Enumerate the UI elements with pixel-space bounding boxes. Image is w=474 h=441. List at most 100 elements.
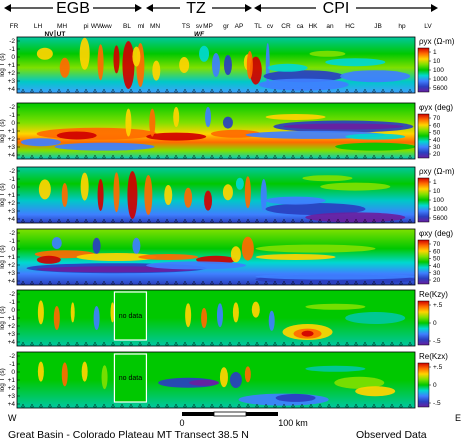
heatmap-feature (232, 302, 239, 323)
heatmap-feature (61, 362, 68, 387)
scale-bar: 0 100 km (179, 411, 308, 428)
y-tick-label: 0 (11, 369, 15, 376)
heatmap-feature (81, 361, 88, 382)
station-label: ww (101, 23, 112, 30)
tz-arrow: TZ (146, 0, 252, 17)
heatmap-feature (59, 57, 70, 78)
y-tick-label: 0 (11, 54, 15, 61)
y-tick-label: +4 (8, 278, 16, 285)
station-ticks (21, 88, 412, 93)
station-ticks (21, 218, 412, 223)
heatmap-feature (164, 185, 173, 205)
y-tick-label: -1 (9, 238, 15, 245)
heatmap-feature (305, 365, 366, 372)
y-tick-label: +2 (8, 136, 16, 143)
colorbar-tick-label: -.5 (433, 338, 441, 345)
heatmap-features (20, 107, 415, 151)
colorbar (417, 300, 430, 346)
heatmap-feature (125, 108, 132, 137)
heatmap-feature (127, 171, 138, 219)
colorbar-tick-label: 1000 (433, 206, 448, 213)
heatmap-feature (79, 37, 90, 70)
heatmap-feature (325, 58, 386, 67)
station-ticks (21, 154, 412, 159)
colorbar (417, 47, 430, 93)
station-labels: FR LH MH pi WW ww BL ml MN TS sv MP gr AP TL cv CR ca HK an… (10, 23, 433, 38)
heatmap-feature (146, 261, 247, 270)
heatmap-feature (185, 303, 192, 328)
station-label: pi (83, 23, 88, 30)
heatmap-feature (205, 107, 212, 127)
heatmap-feature (37, 300, 44, 325)
heatmap-feature (235, 177, 244, 190)
heatmap-feature (251, 301, 260, 318)
colorbar-title: φxy (deg) (419, 229, 453, 238)
y-tick-label: +3 (8, 78, 16, 85)
heatmap-feature (204, 190, 213, 211)
heatmap-feature (122, 41, 135, 89)
colorbar-tick-label: 50 (433, 130, 441, 137)
y-tick-label: +3 (8, 331, 16, 338)
station-label: hp (398, 23, 406, 30)
colorbar-tick-label: 5600 (433, 85, 448, 92)
heatmap-feature (255, 273, 415, 280)
heatmap-feature (263, 70, 344, 83)
colorbar-tick-label: 0 (433, 382, 437, 389)
heatmap-feature (201, 308, 208, 328)
y-tick-label: +2 (8, 262, 16, 269)
y-tick-label: +2 (8, 323, 16, 330)
heatmap-feature (93, 306, 100, 330)
heatmap-feature (244, 366, 251, 383)
heatmap-feature (173, 107, 180, 127)
colorbar-title: φyx (deg) (419, 103, 453, 112)
station-label: ca (297, 23, 304, 30)
west-label: W (8, 413, 17, 423)
station-label: gr (223, 23, 230, 30)
heatmap-feature (255, 254, 336, 260)
panel-phi-xy: -2-10+1+2+3+4 log T (s) φxy (deg) 706050403… (0, 228, 453, 286)
heatmap-feature (241, 236, 254, 261)
heatmap-feature (179, 57, 190, 73)
y-tick-label: +1 (8, 192, 16, 199)
colorbar (417, 362, 430, 408)
heatmap-feature (335, 142, 415, 151)
heatmap-feature (275, 393, 316, 402)
y-tick-label: +3 (8, 393, 16, 400)
y-tick-label: -1 (9, 299, 15, 306)
y-tick-label: +4 (8, 86, 16, 93)
y-tick-label: -2 (9, 104, 15, 111)
y-tick-label: -2 (9, 168, 15, 175)
station-sublabel: UT (57, 31, 66, 38)
heatmap-feature (61, 183, 68, 207)
colorbar-tick-label: 0 (433, 320, 437, 327)
y-tick-label: +4 (8, 339, 16, 346)
y-tick-label: -1 (9, 46, 15, 53)
header-region-bar: EGB TZ CPI (4, 0, 438, 17)
station-label: ml (138, 23, 145, 30)
heatmap-features (26, 236, 415, 285)
y-tick-label: 0 (11, 120, 15, 127)
colorbar-title: Re(Kzy) (419, 290, 448, 299)
heatmap-feature (305, 212, 406, 223)
heatmap-feature (146, 132, 207, 141)
station-label: BL (123, 23, 131, 30)
colorbar-tick-label: 1 (433, 179, 437, 186)
y-axis-label: log T (s) (0, 368, 6, 392)
heatmap-feature (80, 172, 89, 201)
colorbar-tick-label: 20 (433, 151, 441, 158)
y-axis-label: log T (s) (0, 245, 6, 269)
heatmap-feature (301, 330, 314, 337)
station-label: FR (10, 23, 19, 30)
heatmap-feature (113, 45, 120, 74)
station-label: TS (182, 23, 191, 30)
station-label: cv (267, 23, 274, 30)
y-tick-label: +2 (8, 385, 16, 392)
heatmap-feature (219, 367, 228, 388)
colorbar-title: ρyx (Ω-m) (419, 37, 455, 46)
colorbar-tick-label: 100 (433, 197, 444, 204)
heatmap-feature (54, 142, 155, 151)
observed-data-label: Observed Data (356, 429, 427, 441)
y-axis-label: log T (s) (0, 53, 6, 77)
station-label: MP (203, 23, 213, 30)
